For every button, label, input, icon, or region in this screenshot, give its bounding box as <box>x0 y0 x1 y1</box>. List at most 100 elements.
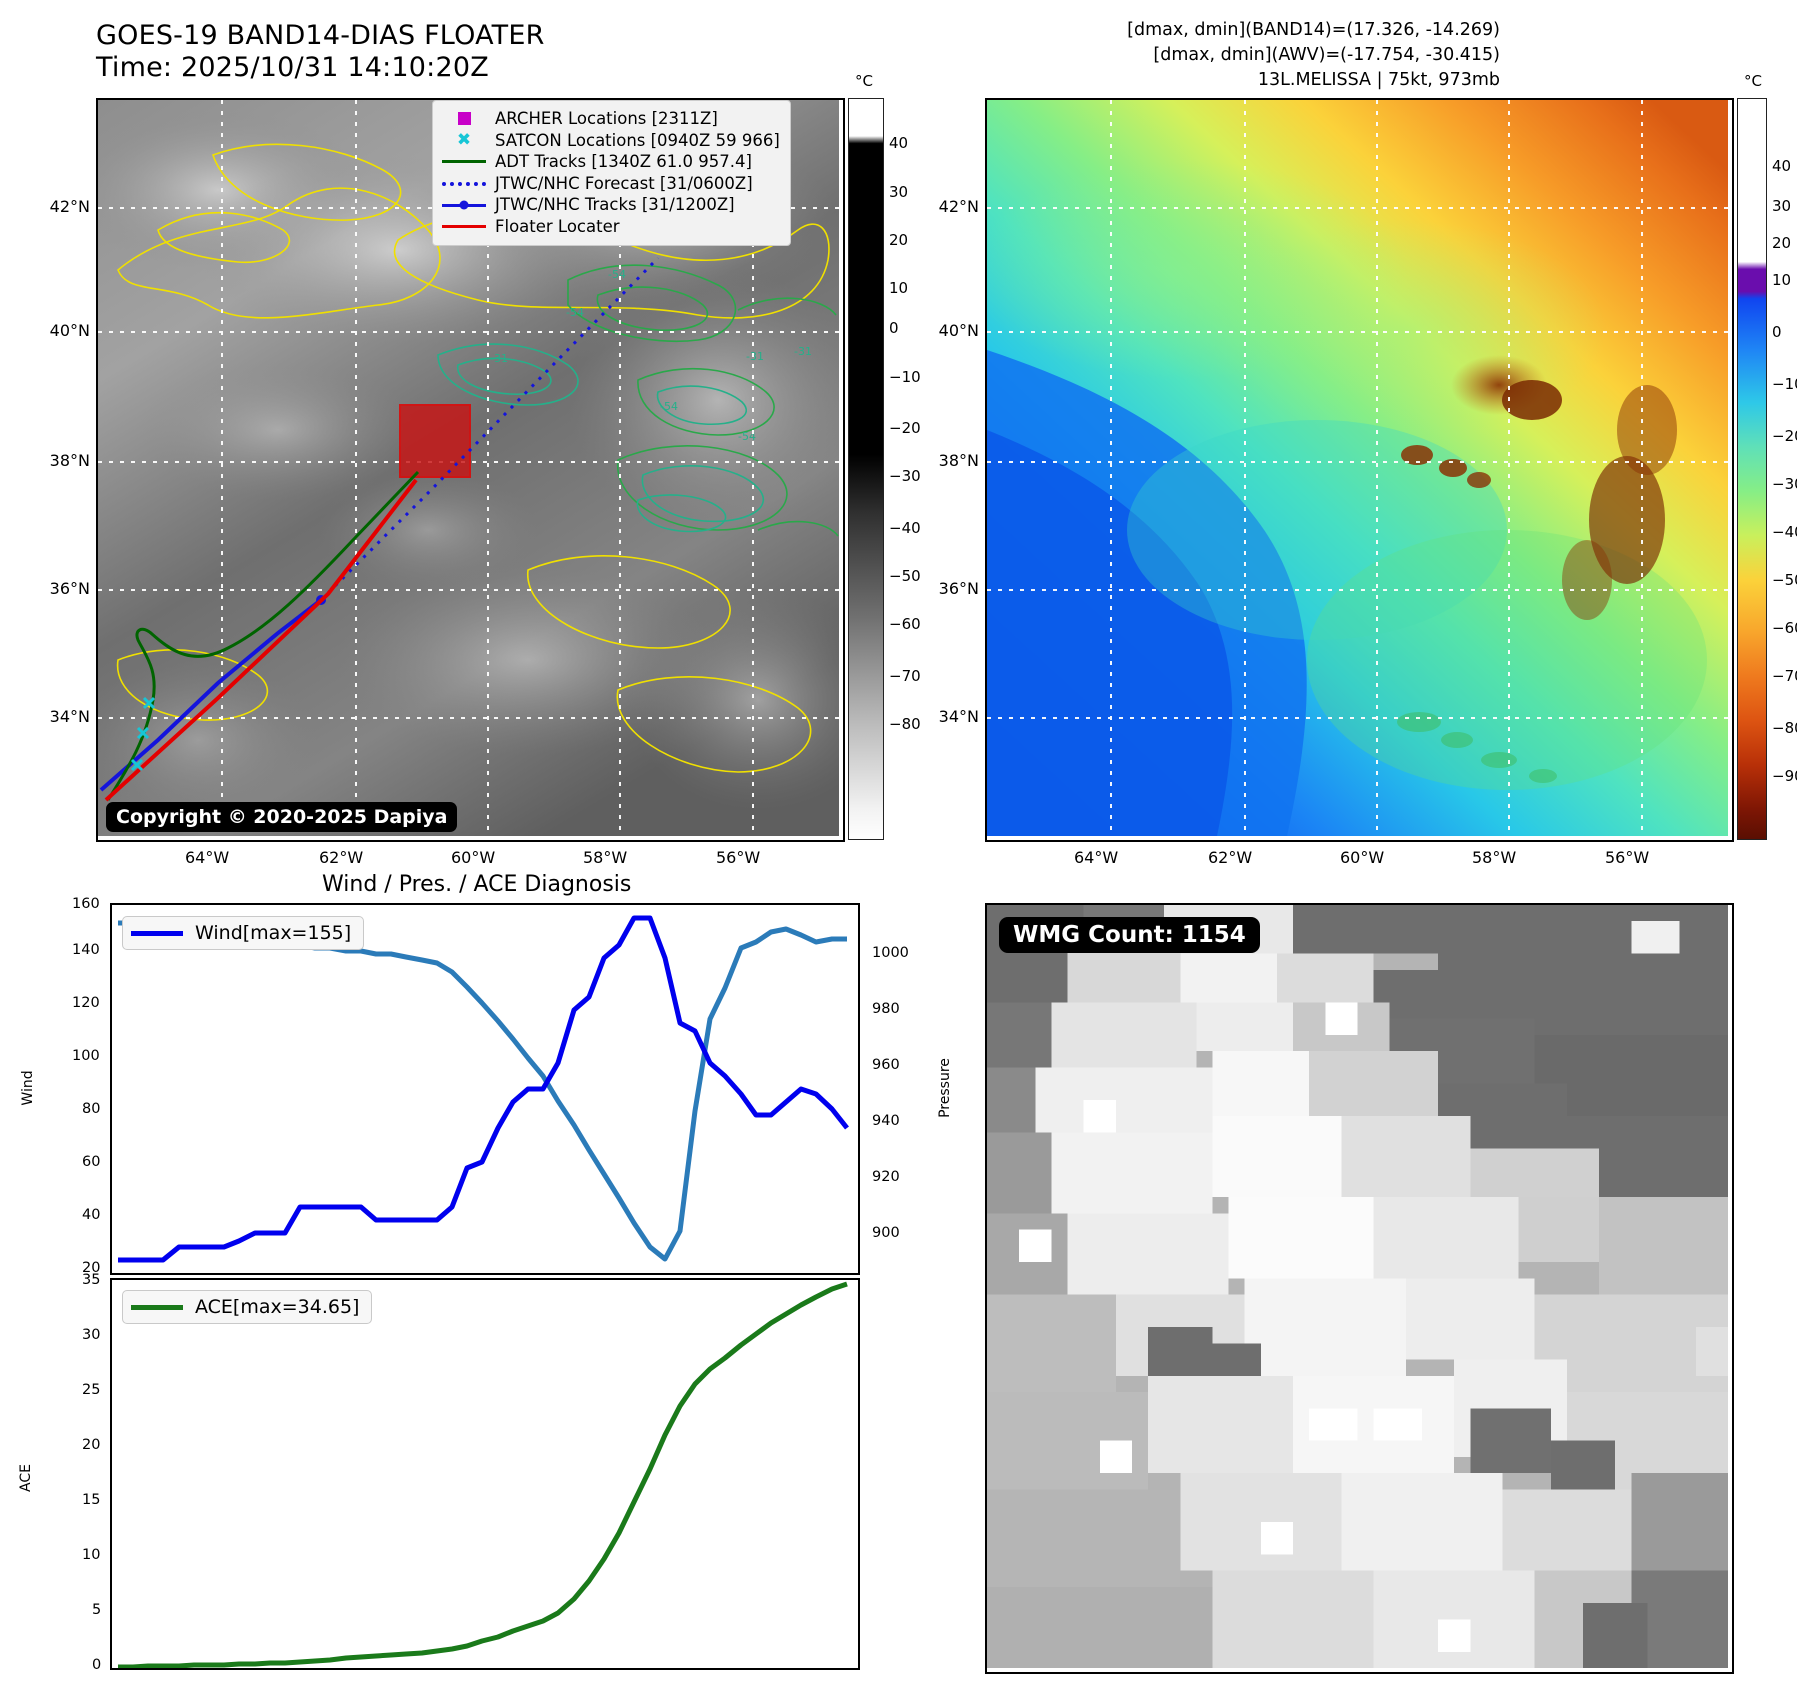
colorbar-unit-left: °C <box>855 72 873 90</box>
wind-ytick-140: 140 <box>72 942 100 958</box>
cb-right-tick-7: −30 <box>1772 474 1797 493</box>
cb-left-tick-2: 20 <box>889 230 909 249</box>
pres-ytick-1000: 1000 <box>872 945 909 961</box>
cb-right-tick-6: −20 <box>1772 426 1797 445</box>
lat-tick-r-40n: 40°N <box>938 321 979 340</box>
page-title-line2: Time: 2025/10/31 14:10:20Z <box>96 52 489 83</box>
pres-ytick-920: 920 <box>872 1169 900 1185</box>
stats-awv: [dmax, dmin](AWV)=(-17.754, -30.415) <box>1153 45 1500 65</box>
lon-tick-64w: 64°W <box>185 848 230 867</box>
pressure-axis-label: Pressure <box>937 1058 953 1118</box>
cb-right-tick-0: 40 <box>1772 156 1792 175</box>
wind-ytick-160: 160 <box>72 896 100 912</box>
lat-tick-r-36n: 36°N <box>938 579 979 598</box>
ace-ytick-30: 30 <box>82 1327 101 1343</box>
ace-ytick-35: 35 <box>82 1272 101 1288</box>
ace-axis-label: ACE <box>18 1464 34 1492</box>
ace-legend-label: ACE[max=34.65] <box>195 1296 360 1318</box>
cb-left-tick-5: −10 <box>889 367 921 386</box>
wind-legend[interactable]: Wind[max=155] <box>122 916 365 950</box>
lat-tick-r-34n: 34°N <box>938 707 979 726</box>
cb-left-tick-4: 0 <box>889 319 899 338</box>
lon-tick-58w: 58°W <box>583 848 628 867</box>
lon-tick-56w: 56°W <box>716 848 761 867</box>
wind-legend-label: Wind[max=155] <box>195 922 352 944</box>
pres-ytick-940: 940 <box>872 1113 900 1129</box>
svg-text:-54: -54 <box>660 400 678 413</box>
legend-row-tracks[interactable]: JTWC/NHC Tracks [31/1200Z] <box>441 194 780 216</box>
wmg-count-badge: WMG Count: 1154 <box>999 917 1260 953</box>
ace-ytick-25: 25 <box>82 1382 101 1398</box>
ace-ytick-5: 5 <box>92 1602 102 1618</box>
wind-ytick-20: 20 <box>82 1260 101 1276</box>
awv-floater-map[interactable] <box>985 98 1734 842</box>
ace-legend[interactable]: ACE[max=34.65] <box>122 1290 373 1324</box>
legend-row-archer[interactable]: ARCHER Locations [2311Z] <box>441 108 780 130</box>
colorbar-unit-right: °C <box>1744 72 1762 90</box>
cb-left-tick-8: −40 <box>889 519 921 538</box>
ace-ytick-0: 0 <box>92 1657 102 1673</box>
legend-label-satcon: SATCON Locations [0940Z 59 966] <box>495 130 780 150</box>
wmg-panel[interactable]: WMG Count: 1154 <box>985 903 1734 1674</box>
x-marker-icon: ✖ <box>456 129 472 150</box>
cb-left-tick-3: 10 <box>889 278 909 297</box>
awv-satellite-image <box>987 100 1728 836</box>
lat-tick-34n: 34°N <box>49 707 90 726</box>
cb-left-tick-12: −80 <box>889 715 921 734</box>
ace-series <box>118 1281 848 1668</box>
legend-row-floater[interactable]: Floater Locater <box>441 216 780 238</box>
legend-label-tracks: JTWC/NHC Tracks [31/1200Z] <box>495 195 735 215</box>
legend-label-archer: ARCHER Locations [2311Z] <box>495 109 718 128</box>
cb-left-tick-0: 40 <box>889 134 909 153</box>
cb-right-tick-3: 10 <box>1772 271 1792 290</box>
legend-row-forecast[interactable]: JTWC/NHC Forecast [31/0600Z] <box>441 173 780 195</box>
colorbar-right: 40 30 20 10 0 −10 −20 −30 −40 −50 −60 −7… <box>1737 98 1797 840</box>
cb-right-tick-8: −40 <box>1772 522 1797 541</box>
lat-tick-r-38n: 38°N <box>938 451 979 470</box>
wind-pressure-plot[interactable] <box>110 903 860 1275</box>
diagnosis-chart-title: Wind / Pres. / ACE Diagnosis <box>322 872 632 897</box>
legend-label-forecast: JTWC/NHC Forecast [31/0600Z] <box>495 173 753 193</box>
solid-line-icon <box>441 160 487 164</box>
cb-left-tick-9: −50 <box>889 567 921 586</box>
ir-floater-map[interactable]: -54 -54 -54 -31 -31 -54 -31 <box>96 98 845 842</box>
lon-tick-60w: 60°W <box>451 848 496 867</box>
lon-tick-r-56w: 56°W <box>1605 848 1650 867</box>
line-with-dot-icon <box>441 203 487 207</box>
copyright-badge: Copyright © 2020-2025 Dapiya <box>106 802 458 832</box>
lat-tick-38n: 38°N <box>49 451 90 470</box>
cb-left-tick-6: −20 <box>889 419 921 438</box>
cb-right-tick-9: −50 <box>1772 571 1797 589</box>
lon-tick-r-64w: 64°W <box>1074 848 1119 867</box>
wind-pressure-series <box>118 915 849 1263</box>
svg-text:-54: -54 <box>608 268 626 281</box>
stats-storm: 13L.MELISSA | 75kt, 973mb <box>1257 70 1500 90</box>
cb-right-tick-11: −70 <box>1772 667 1797 686</box>
pres-ytick-900: 900 <box>872 1225 900 1241</box>
legend-label-adt: ADT Tracks [1340Z 61.0 957.4] <box>495 152 752 172</box>
ace-plot[interactable] <box>110 1278 860 1670</box>
stats-band14: [dmax, dmin](BAND14)=(17.326, -14.269) <box>1127 20 1500 40</box>
solid-line-icon <box>441 225 487 229</box>
svg-text:-31: -31 <box>490 352 508 365</box>
ace-ytick-15: 15 <box>82 1492 101 1508</box>
dotted-line-icon <box>441 181 487 186</box>
svg-text:-54: -54 <box>566 306 584 319</box>
wind-legend-swatch <box>131 930 183 936</box>
svg-text:-31: -31 <box>746 350 764 363</box>
legend-row-adt[interactable]: ADT Tracks [1340Z 61.0 957.4] <box>441 151 780 173</box>
legend-row-satcon[interactable]: ✖ SATCON Locations [0940Z 59 966] <box>441 130 780 152</box>
wind-ytick-100: 100 <box>72 1048 100 1064</box>
lat-tick-42n: 42°N <box>49 197 90 216</box>
lon-tick-62w: 62°W <box>319 848 364 867</box>
lat-tick-36n: 36°N <box>49 579 90 598</box>
cb-right-tick-12: −80 <box>1772 719 1797 737</box>
lon-tick-r-60w: 60°W <box>1340 848 1385 867</box>
cb-left-tick-1: 30 <box>889 182 909 201</box>
pres-ytick-960: 960 <box>872 1057 900 1073</box>
cb-left-tick-10: −60 <box>889 615 921 634</box>
svg-text:-54: -54 <box>738 430 756 443</box>
ace-legend-swatch <box>131 1304 183 1310</box>
cb-left-tick-7: −30 <box>889 467 921 486</box>
